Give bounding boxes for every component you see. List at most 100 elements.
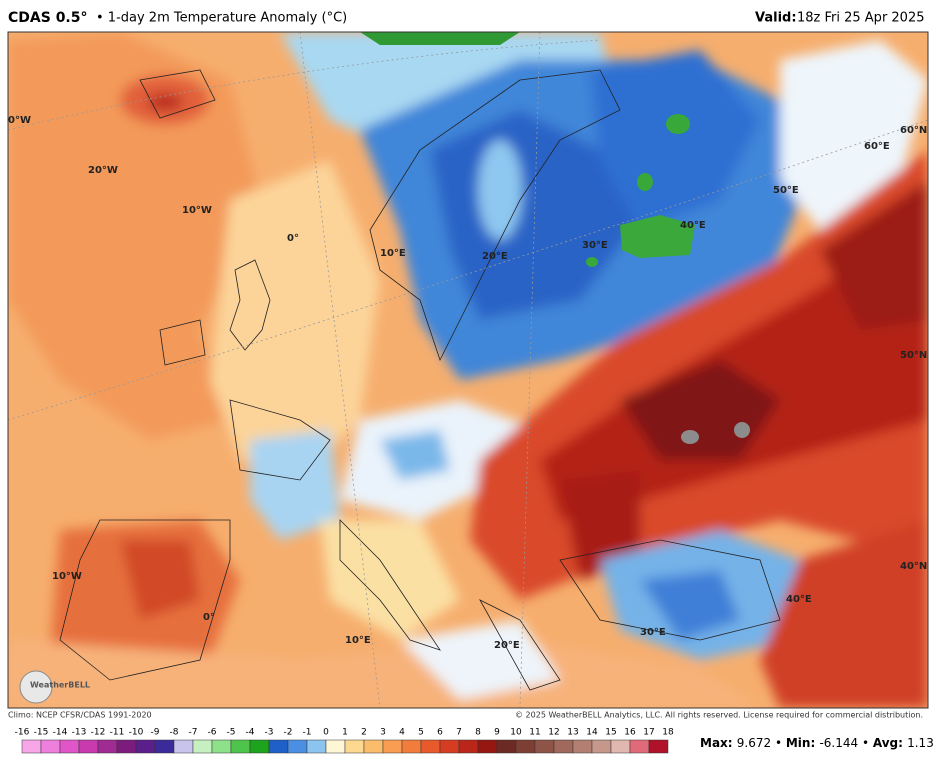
- colorbar-tick-label: 18: [662, 728, 674, 738]
- stats: Max: 9.672 • Min: -6.144 • Avg: 1.131: [700, 736, 935, 750]
- colorbar-box: [610, 739, 631, 754]
- colorbar-tick-label: -6: [208, 728, 217, 738]
- avg-label: Avg: [873, 736, 898, 750]
- colorbar-tick-label: 8: [475, 728, 481, 738]
- colorbar-box: [116, 739, 137, 754]
- colorbar-tick-label: 3: [380, 728, 386, 738]
- colorbar-tick-label: -5: [227, 728, 236, 738]
- colorbar-box: [192, 739, 213, 754]
- valid-time: 18z Fri 25 Apr 2025: [797, 11, 925, 26]
- colorbar-box: [477, 739, 498, 754]
- graticule-label: 30°E: [582, 240, 608, 251]
- colorbar-tick-label: -13: [72, 728, 87, 738]
- colorbar-tick-label: -2: [284, 728, 293, 738]
- colorbar-tick-label: -4: [246, 728, 255, 738]
- colorbar-box: [211, 739, 232, 754]
- valid-label: Valid:: [755, 11, 797, 26]
- colorbar-tick-label: -12: [91, 728, 106, 738]
- graticule-label: 50°N: [900, 350, 927, 361]
- colorbar-tick-label: -1: [303, 728, 312, 738]
- colorbar-tick-label: 5: [418, 728, 424, 738]
- colorbar-box: [230, 739, 251, 754]
- colorbar-box: [249, 739, 270, 754]
- colorbar-tick-label: 2: [361, 728, 367, 738]
- colorbar-box: [40, 739, 61, 754]
- colorbar-box: [363, 739, 384, 754]
- colorbar-tick-label: 4: [399, 728, 405, 738]
- graticule-label: 10°E: [380, 248, 406, 259]
- colorbar-box: [515, 739, 536, 754]
- colorbar-tick-label: 0: [323, 728, 329, 738]
- colorbar-tick-label: -10: [129, 728, 144, 738]
- graticule-label: 30°E: [640, 627, 666, 638]
- graticule-label: 40°E: [680, 220, 706, 231]
- colorbar-box: [591, 739, 612, 754]
- graticule-label: 40°N: [900, 561, 927, 572]
- graticule-label: 10°W: [52, 571, 82, 582]
- map-title: • 1-day 2m Temperature Anomaly (°C): [96, 11, 347, 26]
- graticule-label: 60°N: [900, 125, 927, 136]
- colorbar-box: [420, 739, 441, 754]
- graticule-label: 50°E: [773, 185, 799, 196]
- colorbar-tick-label: 10: [510, 728, 522, 738]
- colorbar-box: [21, 739, 42, 754]
- colorbar-box: [78, 739, 99, 754]
- colorbar: -16 -15 -14 -13 -12 -11 -10 -9 -8 -7 -6 -5 -4 -3 -2 -1 0…: [15, 728, 674, 754]
- colorbar-box: [534, 739, 555, 754]
- model-name: CDAS 0.5°: [8, 10, 88, 26]
- graticule-label: 20°E: [482, 251, 508, 262]
- colorbar-tick-label: 7: [456, 728, 462, 738]
- colorbar-tick-label: 12: [548, 728, 559, 738]
- min-label: Min: [786, 736, 811, 750]
- avg-value: 1.131: [907, 736, 935, 750]
- colorbar-box: [154, 739, 175, 754]
- colorbar-tick-label: 14: [586, 728, 598, 738]
- min-value: -6.144: [819, 736, 858, 750]
- graticule-label: 0°W: [8, 115, 31, 126]
- climo-note: Climo: NCEP CFSR/CDAS 1991-2020: [8, 711, 152, 720]
- colorbar-tick-label: -16: [15, 728, 30, 738]
- graticule-label: 60°E: [864, 141, 890, 152]
- colorbar-box: [268, 739, 289, 754]
- map: 0°W 20°W 10°W 0° 10°E 20°E 30°E 40°E 50°…: [8, 32, 928, 708]
- colorbar-tick-label: 11: [529, 728, 540, 738]
- colorbar-tick-label: 16: [624, 728, 636, 738]
- graticule-label: 0°: [287, 233, 299, 244]
- graticule-label: 20°W: [88, 165, 118, 176]
- copyright: © 2025 WeatherBELL Analytics, LLC. All r…: [515, 711, 923, 720]
- colorbar-box: [629, 739, 650, 754]
- colorbar-tick-label: -9: [151, 728, 160, 738]
- logo: WeatherBELL: [30, 681, 90, 690]
- colorbar-box: [382, 739, 403, 754]
- colorbar-box: [287, 739, 308, 754]
- colorbar-box: [553, 739, 574, 754]
- colorbar-tick-label: -15: [34, 728, 49, 738]
- colorbar-tick-label: -3: [265, 728, 274, 738]
- colorbar-box: [344, 739, 365, 754]
- max-label: Max: [700, 736, 728, 750]
- colorbar-tick-label: -7: [189, 728, 198, 738]
- colorbar-box: [401, 739, 422, 754]
- colorbar-box: [496, 739, 517, 754]
- colorbar-box: [572, 739, 593, 754]
- colorbar-box: [59, 739, 80, 754]
- colorbar-box: [648, 739, 669, 754]
- colorbar-tick-label: -14: [53, 728, 68, 738]
- map-border: [7, 31, 929, 709]
- colorbar-tick-label: -8: [170, 728, 179, 738]
- graticule-label: 10°E: [345, 635, 371, 646]
- colorbar-box: [97, 739, 118, 754]
- logo-icon: [19, 670, 53, 704]
- colorbar-tick-label: 6: [437, 728, 443, 738]
- colorbar-box: [325, 739, 346, 754]
- colorbar-box: [135, 739, 156, 754]
- colorbar-box: [306, 739, 327, 754]
- graticule-label: 0°: [203, 612, 215, 623]
- colorbar-box: [173, 739, 194, 754]
- colorbar-tick-label: -11: [110, 728, 125, 738]
- colorbar-tick-label: 1: [342, 728, 348, 738]
- max-value: 9.672: [737, 736, 771, 750]
- colorbar-box: [439, 739, 460, 754]
